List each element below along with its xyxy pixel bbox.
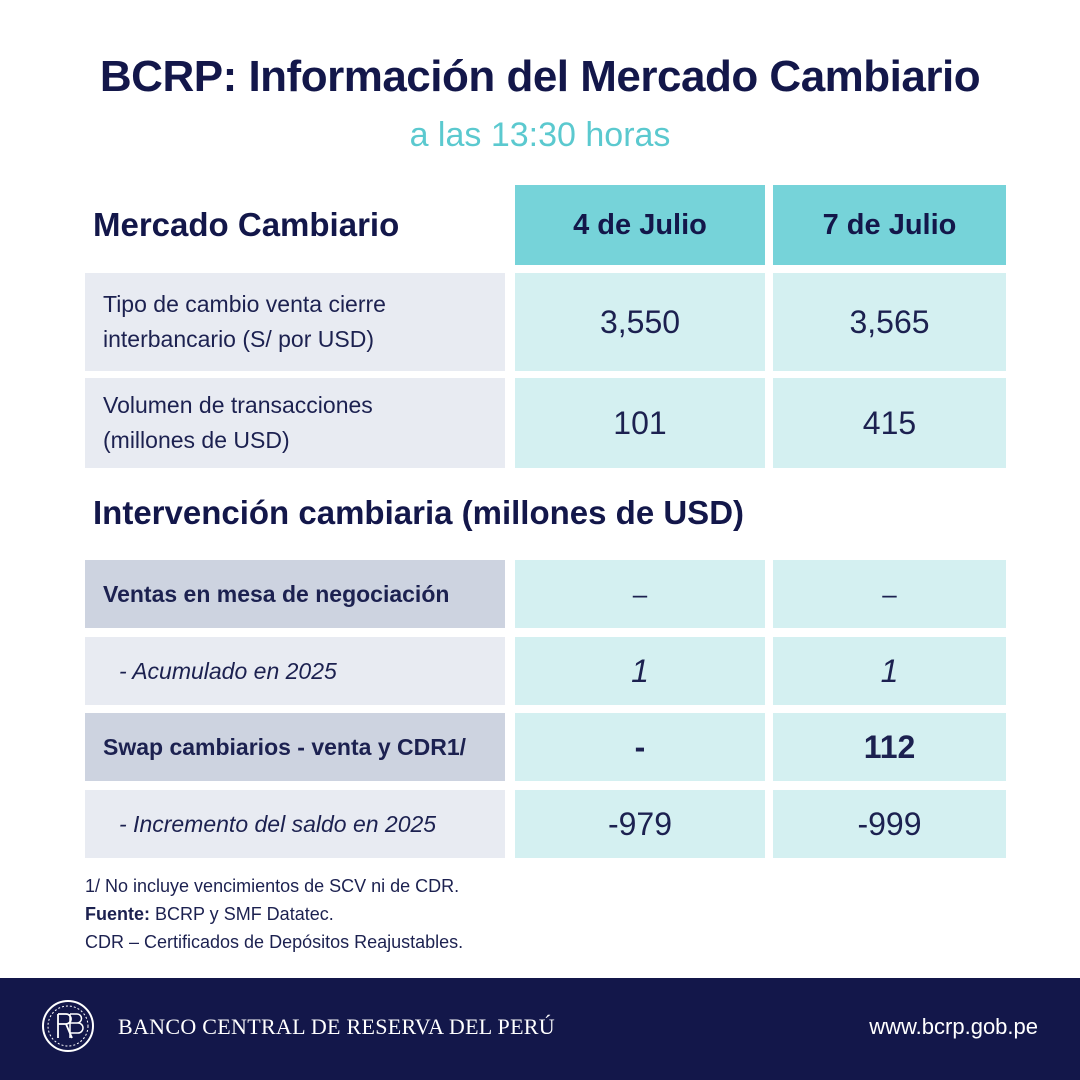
page-title: BCRP: Información del Mercado Cambiario [99,52,981,101]
desk-sales-value-2: – [773,560,1006,628]
row-label-accumulated: - Acumulado en 2025 [85,637,505,705]
row-label-volume: Volumen de transacciones (millones de US… [85,378,505,468]
website-link[interactable]: www.bcrp.gob.pe [869,1014,1038,1039]
row-label-desk-sales: Ventas en mesa de negociación [85,560,505,628]
desk-sales-value-1: – [515,560,765,628]
source-text: BCRP y SMF Datatec. [150,904,334,924]
footnote-1: 1/ No incluye vencimientos de SCV ni de … [85,876,460,896]
swap-value-1: - [515,713,765,781]
accumulated-value-2: 1 [773,637,1006,705]
footnotes: 1/ No incluye vencimientos de SCV ni de … [85,872,463,956]
balance-increase-value-2: -999 [773,790,1006,858]
column-header-date-1: 4 de Julio [515,185,765,265]
swap-value-2: 112 [773,713,1006,781]
bcrp-seal-icon [42,1000,94,1052]
balance-increase-value-1: -979 [515,790,765,858]
volume-value-2: 415 [773,378,1006,468]
source-note: Fuente: BCRP y SMF Datatec. [85,900,463,928]
row-label-exchange-rate: Tipo de cambio venta cierre interbancari… [85,273,505,371]
row-label-balance-increase: - Incremento del saldo en 2025 [85,790,505,858]
exchange-rate-value-1: 3,550 [515,273,765,371]
volume-value-1: 101 [515,378,765,468]
row-label-swap: Swap cambiarios - venta y CDR1/ [85,713,505,781]
page-subtitle: a las 13:30 horas [409,116,671,154]
exchange-rate-value-2: 3,565 [773,273,1006,371]
intervention-section-heading: Intervención cambiaria (millones de USD) [93,494,745,531]
footnote-cdr: CDR – Certificados de Depósitos Reajusta… [85,932,464,952]
bank-name: BANCO CENTRAL DE RESERVA DEL PERÚ [118,1014,555,1039]
accumulated-value-1: 1 [515,637,765,705]
market-section-heading: Mercado Cambiario [93,206,400,243]
footer-bar: BANCO CENTRAL DE RESERVA DEL PERÚ www.bc… [0,978,1080,1080]
column-header-date-2: 7 de Julio [773,185,1006,265]
source-label: Fuente: [85,904,150,924]
